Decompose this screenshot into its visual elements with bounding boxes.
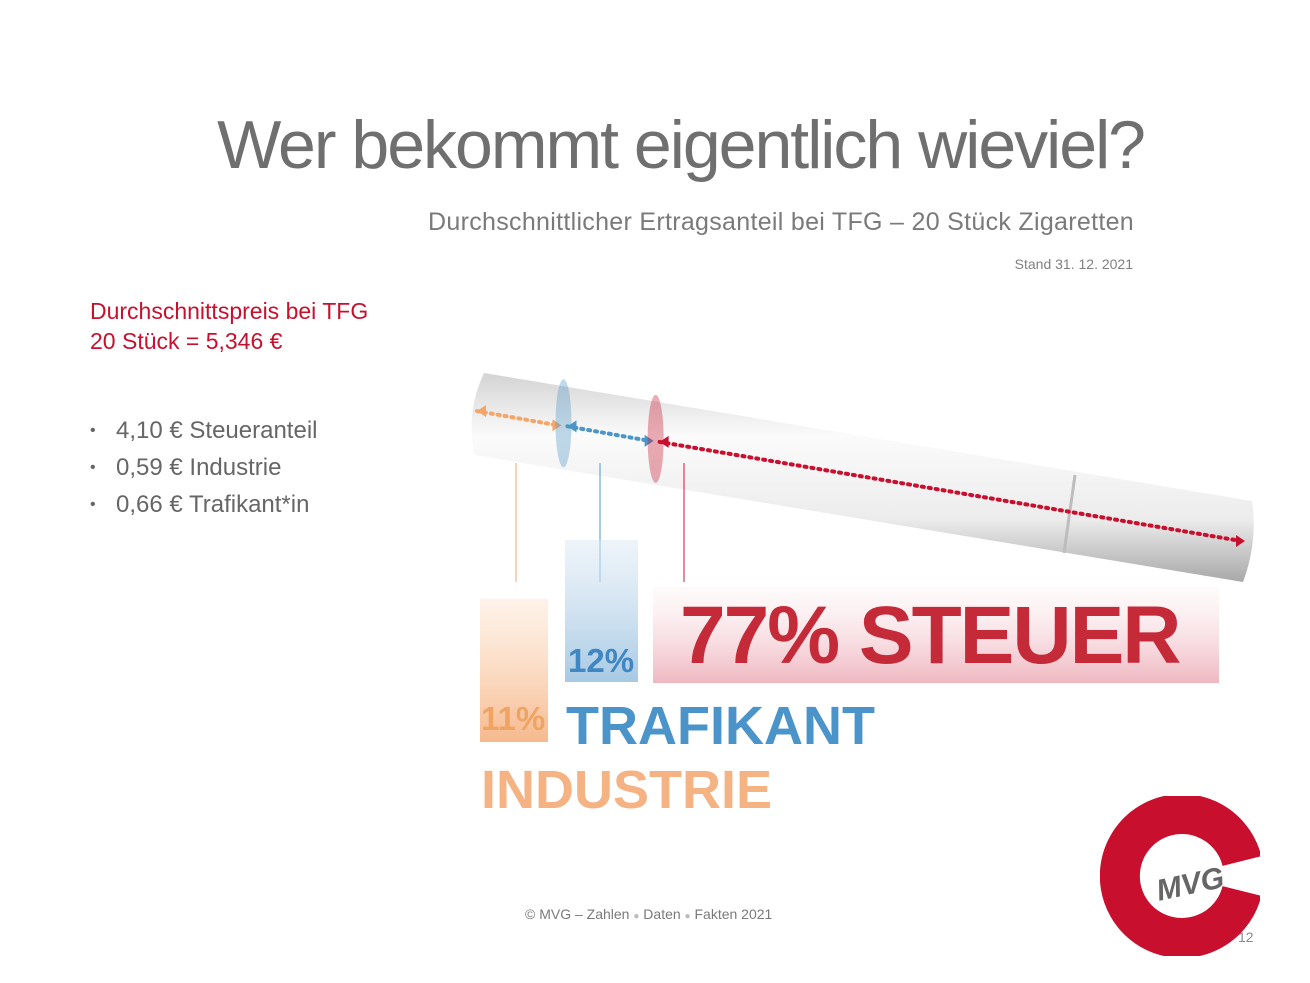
- bullet-dot: •: [90, 459, 96, 476]
- bars: [480, 540, 1219, 742]
- bullet-item-industrie: • 0,59 € Industrie: [90, 449, 317, 486]
- page-subtitle: Durchschnittlicher Ertragsanteil bei TFG…: [428, 208, 1134, 236]
- category-label-industrie: INDUSTRIE: [481, 760, 772, 820]
- bar-trafikant: [565, 540, 638, 682]
- bullet-dot: •: [90, 496, 96, 513]
- arrow-tail-steuer: [659, 435, 669, 448]
- bar-steuer: [653, 587, 1219, 683]
- share-arrow-steuer: [657, 439, 1243, 543]
- mvg-logo: MVG: [1099, 794, 1262, 961]
- page-number: 12: [1238, 929, 1254, 945]
- average-price-value: 20 Stück = 5,346 €: [90, 328, 283, 354]
- arrow-tail-industrie: [477, 405, 486, 417]
- footer-separator: ●: [633, 911, 640, 922]
- bar-industrie: [480, 598, 548, 742]
- footer-copyright: © MVG – Zahlen ● Daten ● Fakten 2021: [525, 906, 772, 922]
- footer-text-1: © MVG – Zahlen: [525, 906, 630, 922]
- filter-seam: [1062, 474, 1077, 554]
- share-arrow-industrie: [475, 409, 560, 428]
- category-label-trafikant: TRAFIKANT: [566, 696, 875, 756]
- stand-date: Stand 31. 12. 2021: [1014, 256, 1133, 272]
- data-label-industrie: 11%: [481, 700, 545, 737]
- arrow-head-trafikant: [644, 434, 654, 447]
- average-price-box: Durchschnittspreis bei TFG 20 Stück = 5,…: [90, 296, 368, 356]
- footer-separator: ●: [684, 911, 691, 922]
- bullet-dot: •: [90, 422, 96, 439]
- footer-text-3: Fakten 2021: [694, 906, 773, 922]
- segment-ring-trafikant: [555, 379, 572, 468]
- page-title: Wer bekommt eigentlich wieviel?: [217, 107, 1146, 183]
- cigarette-illustration: [471, 373, 1254, 582]
- bullet-item-trafikant: • 0,66 € Trafikant*in: [90, 486, 317, 523]
- data-label-trafikant: 12%: [568, 642, 634, 679]
- segment-ring-steuer: [647, 394, 664, 483]
- arrow-tail-trafikant: [567, 420, 577, 433]
- share-arrow-trafikant: [565, 424, 652, 443]
- average-price-label: Durchschnittspreis bei TFG: [90, 298, 369, 324]
- share-bullet-list: • 4,10 € Steueranteil • 0,59 € Industrie •…: [90, 412, 317, 523]
- bullet-text: 0,66 € Trafikant*in: [116, 491, 310, 518]
- footer-text-2: Daten: [643, 906, 681, 922]
- bullet-text: 4,10 € Steueranteil: [116, 417, 318, 444]
- arrow-head-industrie: [552, 419, 562, 432]
- arrow-head-steuer: [1236, 535, 1245, 547]
- bullet-item-steuer: • 4,10 € Steueranteil: [90, 412, 317, 449]
- bullet-text: 0,59 € Industrie: [116, 454, 282, 481]
- data-label-steuer: 77% STEUER: [680, 590, 1180, 681]
